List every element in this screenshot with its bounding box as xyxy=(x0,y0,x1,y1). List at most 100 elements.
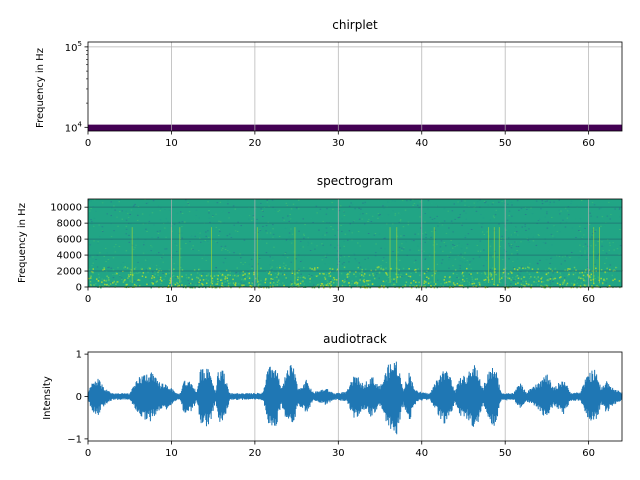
spectrogram-cell xyxy=(127,212,129,214)
spectrogram-energy xyxy=(329,267,331,270)
spectrogram-cell xyxy=(514,232,516,234)
spectrogram-cell xyxy=(618,258,621,260)
spectrogram-cell xyxy=(107,259,110,261)
spectrogram-energy xyxy=(123,267,125,269)
spectrogram-energy xyxy=(588,271,591,273)
spectrogram-cell xyxy=(286,257,289,259)
spectrogram-cell xyxy=(343,245,345,247)
spectrogram-energy xyxy=(297,283,299,285)
spectrogram-cell xyxy=(300,246,302,248)
spectrogram-cell xyxy=(551,244,553,246)
spectrogram-cell xyxy=(208,236,210,238)
spectrogram-energy xyxy=(161,280,163,282)
spectrogram-cell xyxy=(428,281,431,283)
spectrogram-cell xyxy=(507,203,509,205)
spectrogram-cell xyxy=(152,281,154,283)
spectrogram-energy xyxy=(423,280,426,282)
spectrogram-energy xyxy=(159,278,162,281)
spectrogram-energy xyxy=(507,273,510,275)
spectrogram-energy xyxy=(295,284,297,286)
spectrogram-cell xyxy=(546,200,548,202)
spectrogram-cell xyxy=(620,280,623,282)
spectrogram-cell xyxy=(611,267,613,269)
spectrogram-energy xyxy=(268,287,270,289)
spectrogram-energy xyxy=(522,267,524,269)
spectrogram-cell xyxy=(120,264,122,266)
spectrogram-energy xyxy=(537,284,539,286)
spectrogram-cell xyxy=(261,210,264,212)
spectrogram-energy xyxy=(444,276,446,278)
spectrogram-cell xyxy=(584,200,587,202)
spectrogram-energy xyxy=(257,285,259,287)
spectrogram-cell xyxy=(464,267,467,269)
spectrogram-cell xyxy=(410,272,412,274)
spectrogram-cell xyxy=(432,273,435,275)
spectrogram-cell xyxy=(94,199,96,201)
spectrogram-energy xyxy=(303,267,305,269)
spectrogram-energy xyxy=(393,278,395,280)
spectrogram-cell xyxy=(572,268,574,270)
spectrogram-energy xyxy=(609,285,611,288)
spectrogram-energy xyxy=(419,285,421,288)
spectrogram-cell xyxy=(288,221,290,223)
spectrogram-energy xyxy=(311,286,314,289)
spectrogram-cell xyxy=(525,269,527,271)
spectrogram-energy xyxy=(564,269,566,272)
spectrogram-cell xyxy=(164,271,166,273)
spectrogram-energy xyxy=(113,280,115,283)
spectrogram-cell xyxy=(108,266,110,268)
spectrogram-energy xyxy=(259,283,262,285)
spectrogram-energy xyxy=(507,277,509,279)
spectrogram-cell xyxy=(96,266,99,268)
spectrogram-cell xyxy=(259,228,261,230)
x-tick-label: 20 xyxy=(249,294,262,305)
spectrogram-cell xyxy=(106,213,108,215)
spectrogram-energy xyxy=(145,276,147,278)
spectrogram-cell xyxy=(268,205,270,207)
spectrogram-energy xyxy=(280,273,282,275)
spectrogram-cell xyxy=(551,216,553,218)
spectrogram-cell xyxy=(206,222,209,224)
spectrogram-cell xyxy=(381,216,383,217)
spectrogram-cell xyxy=(207,230,209,232)
spectrogram-cell xyxy=(420,257,422,259)
spectrogram-energy xyxy=(556,282,559,285)
spectrogram-energy xyxy=(462,275,465,277)
spectrogram-cell xyxy=(125,228,128,230)
spectrogram-cell xyxy=(431,231,433,232)
spectrogram-cell xyxy=(492,256,494,258)
spectrogram-energy xyxy=(309,281,311,283)
spectrogram-energy xyxy=(574,280,576,282)
spectrogram-cell xyxy=(503,237,505,239)
spectrogram-cell xyxy=(494,250,496,252)
spectrogram-cell xyxy=(290,228,292,230)
spectrogram-cell xyxy=(134,280,136,282)
spectrogram-cell xyxy=(475,244,478,246)
spectrogram-energy xyxy=(181,269,184,271)
x-tick-label: 50 xyxy=(499,138,512,149)
spectrogram-energy xyxy=(277,272,280,275)
spectrogram-cell xyxy=(433,218,436,220)
spectrogram-cell xyxy=(413,202,416,204)
spectrogram-energy xyxy=(157,274,159,276)
spectrogram-cell xyxy=(282,217,284,219)
spectrogram-cell xyxy=(165,236,167,238)
chirplet-band xyxy=(88,124,622,131)
spectrogram-cell xyxy=(159,230,161,232)
spectrogram-cell xyxy=(355,260,358,262)
spectrogram-energy xyxy=(327,283,329,285)
spectrogram-cell xyxy=(289,213,291,215)
spectrogram-cell xyxy=(164,227,166,229)
spectrogram-cell xyxy=(204,240,206,241)
spectrogram-cell xyxy=(469,226,471,228)
spectrogram-cell xyxy=(132,205,135,207)
spectrogram-cell xyxy=(338,262,341,264)
spectrogram-cell xyxy=(547,221,549,223)
spectrogram-cell xyxy=(129,279,131,281)
spectrogram-cell xyxy=(464,204,466,206)
spectrogram-cell xyxy=(504,202,506,204)
spectrogram-cell xyxy=(235,272,237,274)
spectrogram-cell xyxy=(580,203,583,205)
spectrogram-cell xyxy=(520,260,522,261)
spectrogram-energy xyxy=(193,269,196,271)
